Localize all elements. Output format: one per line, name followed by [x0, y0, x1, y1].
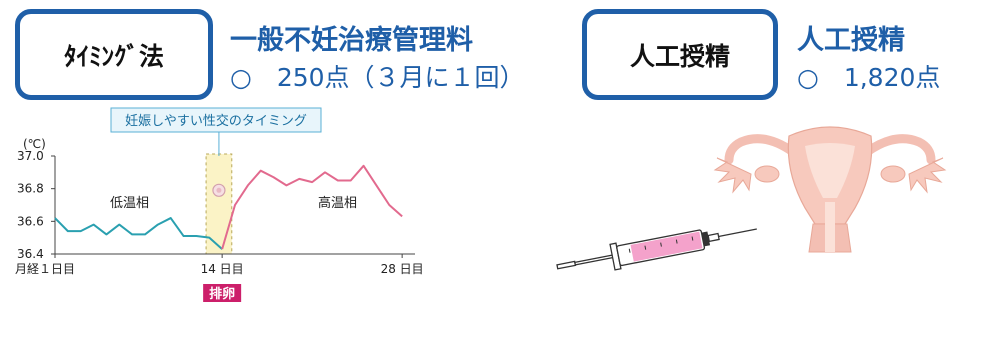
- y-tick-label: 36.6: [17, 214, 44, 228]
- y-tick-label: 37.0: [17, 149, 44, 163]
- insemination-box: 人工授精: [582, 9, 778, 100]
- ovulation-label: 排卵: [209, 286, 235, 302]
- insemination-fee-detail: ○ 1,820点: [797, 63, 941, 92]
- callout-text: 妊娠しやすい性交のタイミング: [125, 113, 307, 129]
- insemination-fee-title: 人工授精: [797, 25, 905, 56]
- x-tick-label: 28 日目: [381, 262, 424, 276]
- uterus-icon: [713, 126, 947, 253]
- high-phase-label: 高温相: [318, 195, 357, 211]
- timing-method-label: ﾀｲﾐﾝｸﾞ法: [63, 41, 164, 71]
- low-phase-label: 低温相: [110, 196, 149, 211]
- x-tick-label: 月経１日目: [15, 262, 75, 276]
- basal-temperature-chart: 妊娠しやすい性交のタイミング (℃) 37.0 36.8 36.6 36.4 月経１日…: [15, 104, 445, 304]
- high-phase-line: [221, 164, 403, 250]
- low-phase-line: [54, 217, 223, 250]
- timing-fee-title: 一般不妊治療管理料: [230, 25, 473, 56]
- y-axis-unit: (℃): [23, 137, 46, 151]
- syringe-icon: [556, 228, 757, 271]
- timing-method-box: ﾀｲﾐﾝｸﾞ法: [15, 9, 213, 100]
- insemination-label: 人工授精: [629, 41, 730, 71]
- ovulation-badge: [203, 284, 242, 302]
- timing-fee-detail: ○ 250点（３月に１回）: [230, 63, 525, 92]
- x-tick-label: 14 日目: [201, 262, 244, 276]
- egg-icon: [212, 183, 226, 197]
- callout-box: [110, 107, 322, 133]
- y-tick-label: 36.4: [17, 247, 44, 261]
- y-tick-label: 36.8: [17, 182, 44, 196]
